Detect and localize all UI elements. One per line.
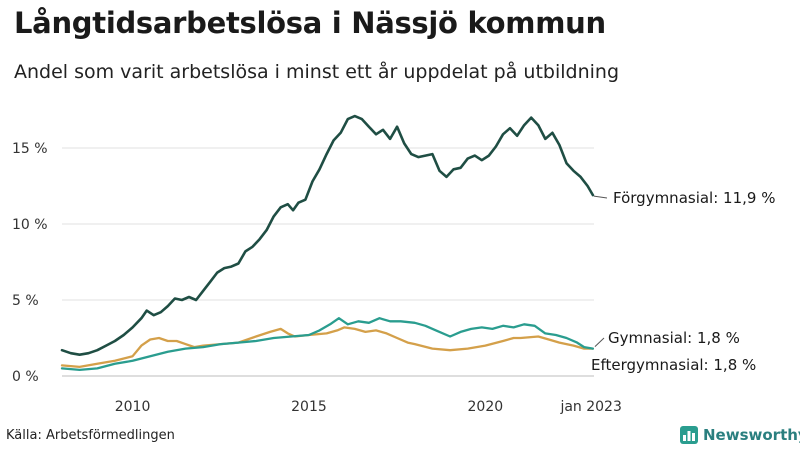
y-tick-label: 5 % [12, 293, 39, 309]
source-note: Källa: Arbetsförmedlingen [6, 428, 175, 443]
series-line-gymnasial [60, 326, 595, 369]
bar-chart-icon [680, 426, 698, 444]
grid-layer [62, 147, 594, 377]
x-tick-label: jan 2023 [559, 399, 621, 415]
axis-layer: 0 % 5 % 10 % 15 % 2010 2015 2020 jan 2023 [12, 141, 622, 415]
series-label-eftergymnasial: Eftergymnasial: 1,8 % [591, 356, 756, 374]
series-line-forgymnasial [60, 114, 595, 356]
chart-title: Långtidsarbetslösa i Nässjö kommun [14, 6, 606, 40]
y-tick-label: 15 % [12, 141, 48, 157]
x-tick-label: 2015 [291, 399, 327, 415]
series-label-forgymnasial: Förgymnasial: 11,9 % [613, 189, 775, 207]
series-line-eftergymnasial [60, 317, 595, 372]
x-tick-label: 2010 [115, 399, 151, 415]
leader-line-gymnasial [594, 337, 605, 348]
x-tick-label: 2020 [468, 399, 504, 415]
brand-logo: Newsworthy [680, 426, 800, 444]
series-label-gymnasial: Gymnasial: 1,8 % [608, 329, 740, 347]
leader-line-forgymnasial [593, 195, 608, 199]
series-layer [60, 114, 595, 372]
chart-subtitle: Andel som varit arbetslösa i minst ett å… [14, 61, 620, 83]
brand-name: Newsworthy [703, 426, 800, 444]
y-tick-label: 10 % [12, 217, 48, 233]
label-layer: Förgymnasial: 11,9 % Gymnasial: 1,8 % Efte… [591, 189, 775, 374]
y-tick-label: 0 % [12, 369, 39, 385]
